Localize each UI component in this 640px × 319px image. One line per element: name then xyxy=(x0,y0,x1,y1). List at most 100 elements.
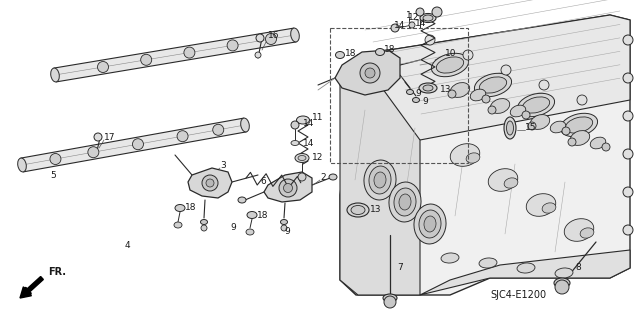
Ellipse shape xyxy=(510,105,525,117)
Text: 14: 14 xyxy=(415,19,426,28)
Text: 12: 12 xyxy=(408,12,419,21)
Circle shape xyxy=(291,121,299,129)
Ellipse shape xyxy=(241,118,250,132)
Text: 12: 12 xyxy=(312,153,323,162)
Ellipse shape xyxy=(504,178,518,188)
Text: 11: 11 xyxy=(312,114,323,122)
Polygon shape xyxy=(420,250,630,295)
Circle shape xyxy=(256,34,264,42)
Circle shape xyxy=(501,65,511,75)
Circle shape xyxy=(623,35,633,45)
Ellipse shape xyxy=(399,194,411,210)
Circle shape xyxy=(623,111,633,121)
Polygon shape xyxy=(335,50,400,95)
Circle shape xyxy=(416,8,424,16)
Circle shape xyxy=(141,54,152,65)
Ellipse shape xyxy=(374,172,386,188)
Ellipse shape xyxy=(291,140,299,145)
Circle shape xyxy=(279,179,297,197)
Circle shape xyxy=(201,225,207,231)
Ellipse shape xyxy=(394,188,416,216)
Text: 1: 1 xyxy=(406,11,412,19)
Text: 9: 9 xyxy=(422,98,428,107)
Circle shape xyxy=(425,35,435,45)
Circle shape xyxy=(409,22,415,28)
Text: 10: 10 xyxy=(445,48,456,57)
Ellipse shape xyxy=(488,169,518,191)
Polygon shape xyxy=(358,15,630,140)
Ellipse shape xyxy=(364,160,396,200)
Ellipse shape xyxy=(295,153,309,162)
Ellipse shape xyxy=(474,73,511,97)
Ellipse shape xyxy=(470,89,486,101)
Ellipse shape xyxy=(504,117,516,139)
Ellipse shape xyxy=(419,83,437,93)
Circle shape xyxy=(202,175,218,191)
Circle shape xyxy=(360,63,380,83)
Ellipse shape xyxy=(335,51,344,58)
Circle shape xyxy=(432,7,442,17)
Circle shape xyxy=(266,33,276,44)
Text: 8: 8 xyxy=(575,263,580,272)
Ellipse shape xyxy=(174,222,182,228)
Text: FR.: FR. xyxy=(48,267,66,277)
Text: 5: 5 xyxy=(50,170,56,180)
Text: 18: 18 xyxy=(345,48,356,57)
Circle shape xyxy=(623,73,633,83)
Ellipse shape xyxy=(423,85,433,91)
Ellipse shape xyxy=(376,48,385,56)
Bar xyxy=(330,28,468,163)
Ellipse shape xyxy=(351,205,365,214)
Polygon shape xyxy=(264,172,312,202)
Ellipse shape xyxy=(550,121,566,133)
Circle shape xyxy=(482,95,490,103)
Text: 18: 18 xyxy=(384,46,396,55)
Text: 13: 13 xyxy=(440,85,451,94)
Text: 16: 16 xyxy=(268,31,280,40)
Text: 9: 9 xyxy=(284,227,290,236)
Text: 15: 15 xyxy=(525,123,536,132)
Polygon shape xyxy=(340,15,630,295)
Ellipse shape xyxy=(542,203,556,213)
Text: 7: 7 xyxy=(397,263,403,272)
Ellipse shape xyxy=(517,263,535,273)
Circle shape xyxy=(255,52,261,58)
Text: 18: 18 xyxy=(257,211,269,219)
Ellipse shape xyxy=(555,268,573,278)
Ellipse shape xyxy=(517,93,555,117)
Circle shape xyxy=(448,90,456,98)
Polygon shape xyxy=(188,168,232,198)
Circle shape xyxy=(94,133,102,141)
Circle shape xyxy=(97,62,109,72)
Circle shape xyxy=(522,111,530,119)
Circle shape xyxy=(365,68,375,78)
Ellipse shape xyxy=(479,258,497,268)
Ellipse shape xyxy=(51,68,60,82)
Circle shape xyxy=(623,187,633,197)
Circle shape xyxy=(50,153,61,165)
Ellipse shape xyxy=(420,13,436,23)
Circle shape xyxy=(488,106,496,114)
Ellipse shape xyxy=(564,219,594,241)
Circle shape xyxy=(528,122,536,130)
Ellipse shape xyxy=(383,294,397,302)
Circle shape xyxy=(227,40,238,51)
Ellipse shape xyxy=(298,155,306,160)
Text: 18: 18 xyxy=(185,204,196,212)
Text: 4: 4 xyxy=(125,241,131,249)
Ellipse shape xyxy=(590,137,605,149)
Text: 14: 14 xyxy=(394,21,405,31)
Text: 14: 14 xyxy=(303,138,314,147)
Ellipse shape xyxy=(369,166,391,194)
Ellipse shape xyxy=(347,203,369,217)
Ellipse shape xyxy=(436,57,463,73)
Text: 9: 9 xyxy=(415,88,420,98)
Ellipse shape xyxy=(200,219,207,225)
Circle shape xyxy=(384,296,396,308)
Ellipse shape xyxy=(431,53,468,77)
Text: 14: 14 xyxy=(303,120,314,129)
Ellipse shape xyxy=(175,204,185,211)
Circle shape xyxy=(132,139,143,150)
Circle shape xyxy=(184,47,195,58)
Ellipse shape xyxy=(490,99,509,114)
